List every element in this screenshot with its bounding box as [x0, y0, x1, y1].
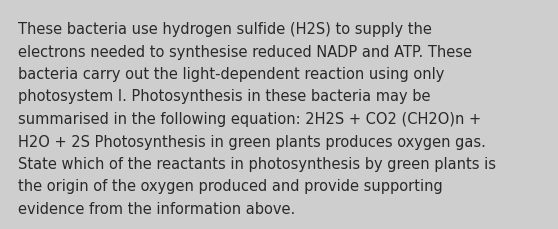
Text: photosystem I. Photosynthesis in these bacteria may be: photosystem I. Photosynthesis in these b… [18, 89, 431, 104]
Text: electrons needed to synthesise reduced NADP and ATP. These: electrons needed to synthesise reduced N… [18, 44, 472, 59]
Text: the origin of the oxygen produced and provide supporting: the origin of the oxygen produced and pr… [18, 179, 442, 194]
Text: H2O + 2S Photosynthesis in green plants produces oxygen gas.: H2O + 2S Photosynthesis in green plants … [18, 134, 486, 149]
Text: summarised in the following equation: 2H2S + CO2 (CH2O)n +: summarised in the following equation: 2H… [18, 112, 481, 126]
Text: State which of the reactants in photosynthesis by green plants is: State which of the reactants in photosyn… [18, 156, 496, 171]
Text: These bacteria use hydrogen sulfide (H2S) to supply the: These bacteria use hydrogen sulfide (H2S… [18, 22, 432, 37]
Text: evidence from the information above.: evidence from the information above. [18, 201, 295, 216]
Text: bacteria carry out the light-dependent reaction using only: bacteria carry out the light-dependent r… [18, 67, 444, 82]
